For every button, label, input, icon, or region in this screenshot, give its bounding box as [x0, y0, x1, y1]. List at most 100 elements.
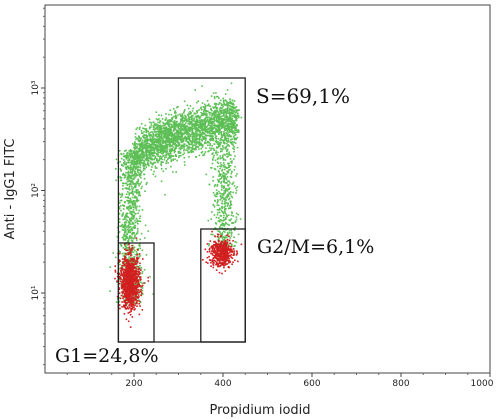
green-event-point — [112, 252, 115, 254]
green-event-point — [175, 112, 177, 114]
green-event-point — [123, 218, 126, 220]
green-event-point — [215, 141, 218, 144]
red-event-point — [136, 280, 138, 283]
green-event-point — [162, 133, 165, 135]
green-event-point — [229, 115, 231, 118]
green-event-point — [238, 130, 240, 132]
green-event-point — [201, 129, 203, 131]
green-event-point — [134, 227, 137, 229]
green-event-point — [184, 126, 186, 128]
green-event-point — [130, 239, 133, 242]
red-event-point — [122, 275, 124, 277]
green-event-point — [191, 133, 194, 135]
red-event-point — [137, 283, 139, 286]
green-event-point — [141, 289, 144, 292]
green-event-point — [133, 191, 136, 193]
green-event-point — [128, 205, 131, 207]
green-event-point — [164, 135, 167, 138]
green-event-point — [184, 118, 187, 121]
green-event-point — [125, 218, 127, 221]
green-event-point — [124, 196, 127, 198]
green-event-point — [184, 117, 187, 119]
green-event-point — [140, 142, 143, 145]
green-event-point — [230, 176, 233, 178]
green-event-point — [175, 147, 177, 150]
green-event-point — [191, 122, 193, 125]
green-event-point — [161, 156, 163, 158]
green-event-point — [197, 116, 199, 118]
green-event-point — [138, 172, 140, 174]
green-event-point — [212, 233, 214, 236]
green-event-point — [231, 102, 233, 105]
red-event-point — [137, 289, 140, 291]
red-event-point — [123, 277, 126, 279]
red-event-point — [212, 251, 215, 254]
green-event-point — [161, 140, 164, 143]
green-event-point — [224, 128, 226, 130]
green-event-point — [124, 223, 126, 226]
green-event-point — [165, 160, 168, 162]
green-event-point — [188, 142, 190, 144]
green-event-point — [126, 180, 129, 183]
green-event-point — [217, 126, 220, 128]
green-event-point — [183, 126, 185, 129]
green-event-point — [158, 138, 160, 140]
green-event-point — [172, 141, 175, 143]
green-event-point — [228, 184, 230, 186]
green-event-point — [153, 149, 155, 151]
green-event-point — [227, 233, 229, 236]
green-event-point — [224, 116, 226, 119]
green-event-point — [224, 205, 227, 207]
green-event-point — [233, 137, 236, 139]
green-event-point — [206, 116, 208, 119]
green-event-point — [130, 206, 132, 209]
green-event-point — [229, 123, 231, 125]
green-event-point — [129, 197, 131, 200]
green-event-point — [189, 129, 191, 132]
green-event-point — [224, 108, 227, 110]
green-event-point — [194, 134, 197, 136]
red-event-point — [133, 292, 136, 294]
green-event-point — [172, 126, 175, 128]
green-event-point — [220, 119, 223, 122]
green-event-point — [185, 130, 188, 133]
green-event-point — [119, 202, 121, 204]
green-event-point — [135, 189, 137, 191]
green-event-point — [164, 127, 166, 130]
green-event-point — [135, 172, 137, 175]
green-event-point — [116, 298, 119, 300]
green-event-point — [226, 119, 228, 122]
green-event-point — [187, 122, 190, 125]
green-event-point — [178, 143, 181, 145]
green-event-point — [222, 219, 224, 222]
red-event-point — [217, 259, 220, 261]
red-event-point — [132, 306, 134, 309]
green-event-point — [214, 159, 217, 162]
green-event-point — [239, 218, 242, 220]
green-event-point — [229, 119, 231, 121]
green-event-point — [211, 122, 214, 125]
green-event-point — [225, 137, 227, 140]
green-event-point — [167, 143, 170, 146]
red-event-point — [135, 301, 138, 304]
green-event-point — [129, 218, 131, 221]
green-event-point — [123, 221, 126, 224]
green-event-point — [128, 183, 131, 186]
green-event-point — [223, 209, 226, 211]
green-event-point — [136, 163, 138, 166]
green-event-point — [223, 111, 226, 114]
green-event-point — [151, 166, 153, 168]
green-event-point — [183, 146, 185, 148]
green-event-point — [121, 192, 123, 195]
green-event-point — [138, 128, 141, 130]
green-event-point — [201, 108, 203, 111]
green-event-point — [151, 143, 154, 146]
green-event-point — [225, 142, 228, 145]
green-event-point — [220, 182, 222, 184]
green-event-point — [207, 140, 209, 143]
green-event-point — [227, 112, 230, 115]
green-event-point — [176, 139, 179, 142]
green-event-point — [156, 167, 158, 169]
green-event-point — [162, 128, 165, 130]
green-event-point — [179, 123, 182, 126]
